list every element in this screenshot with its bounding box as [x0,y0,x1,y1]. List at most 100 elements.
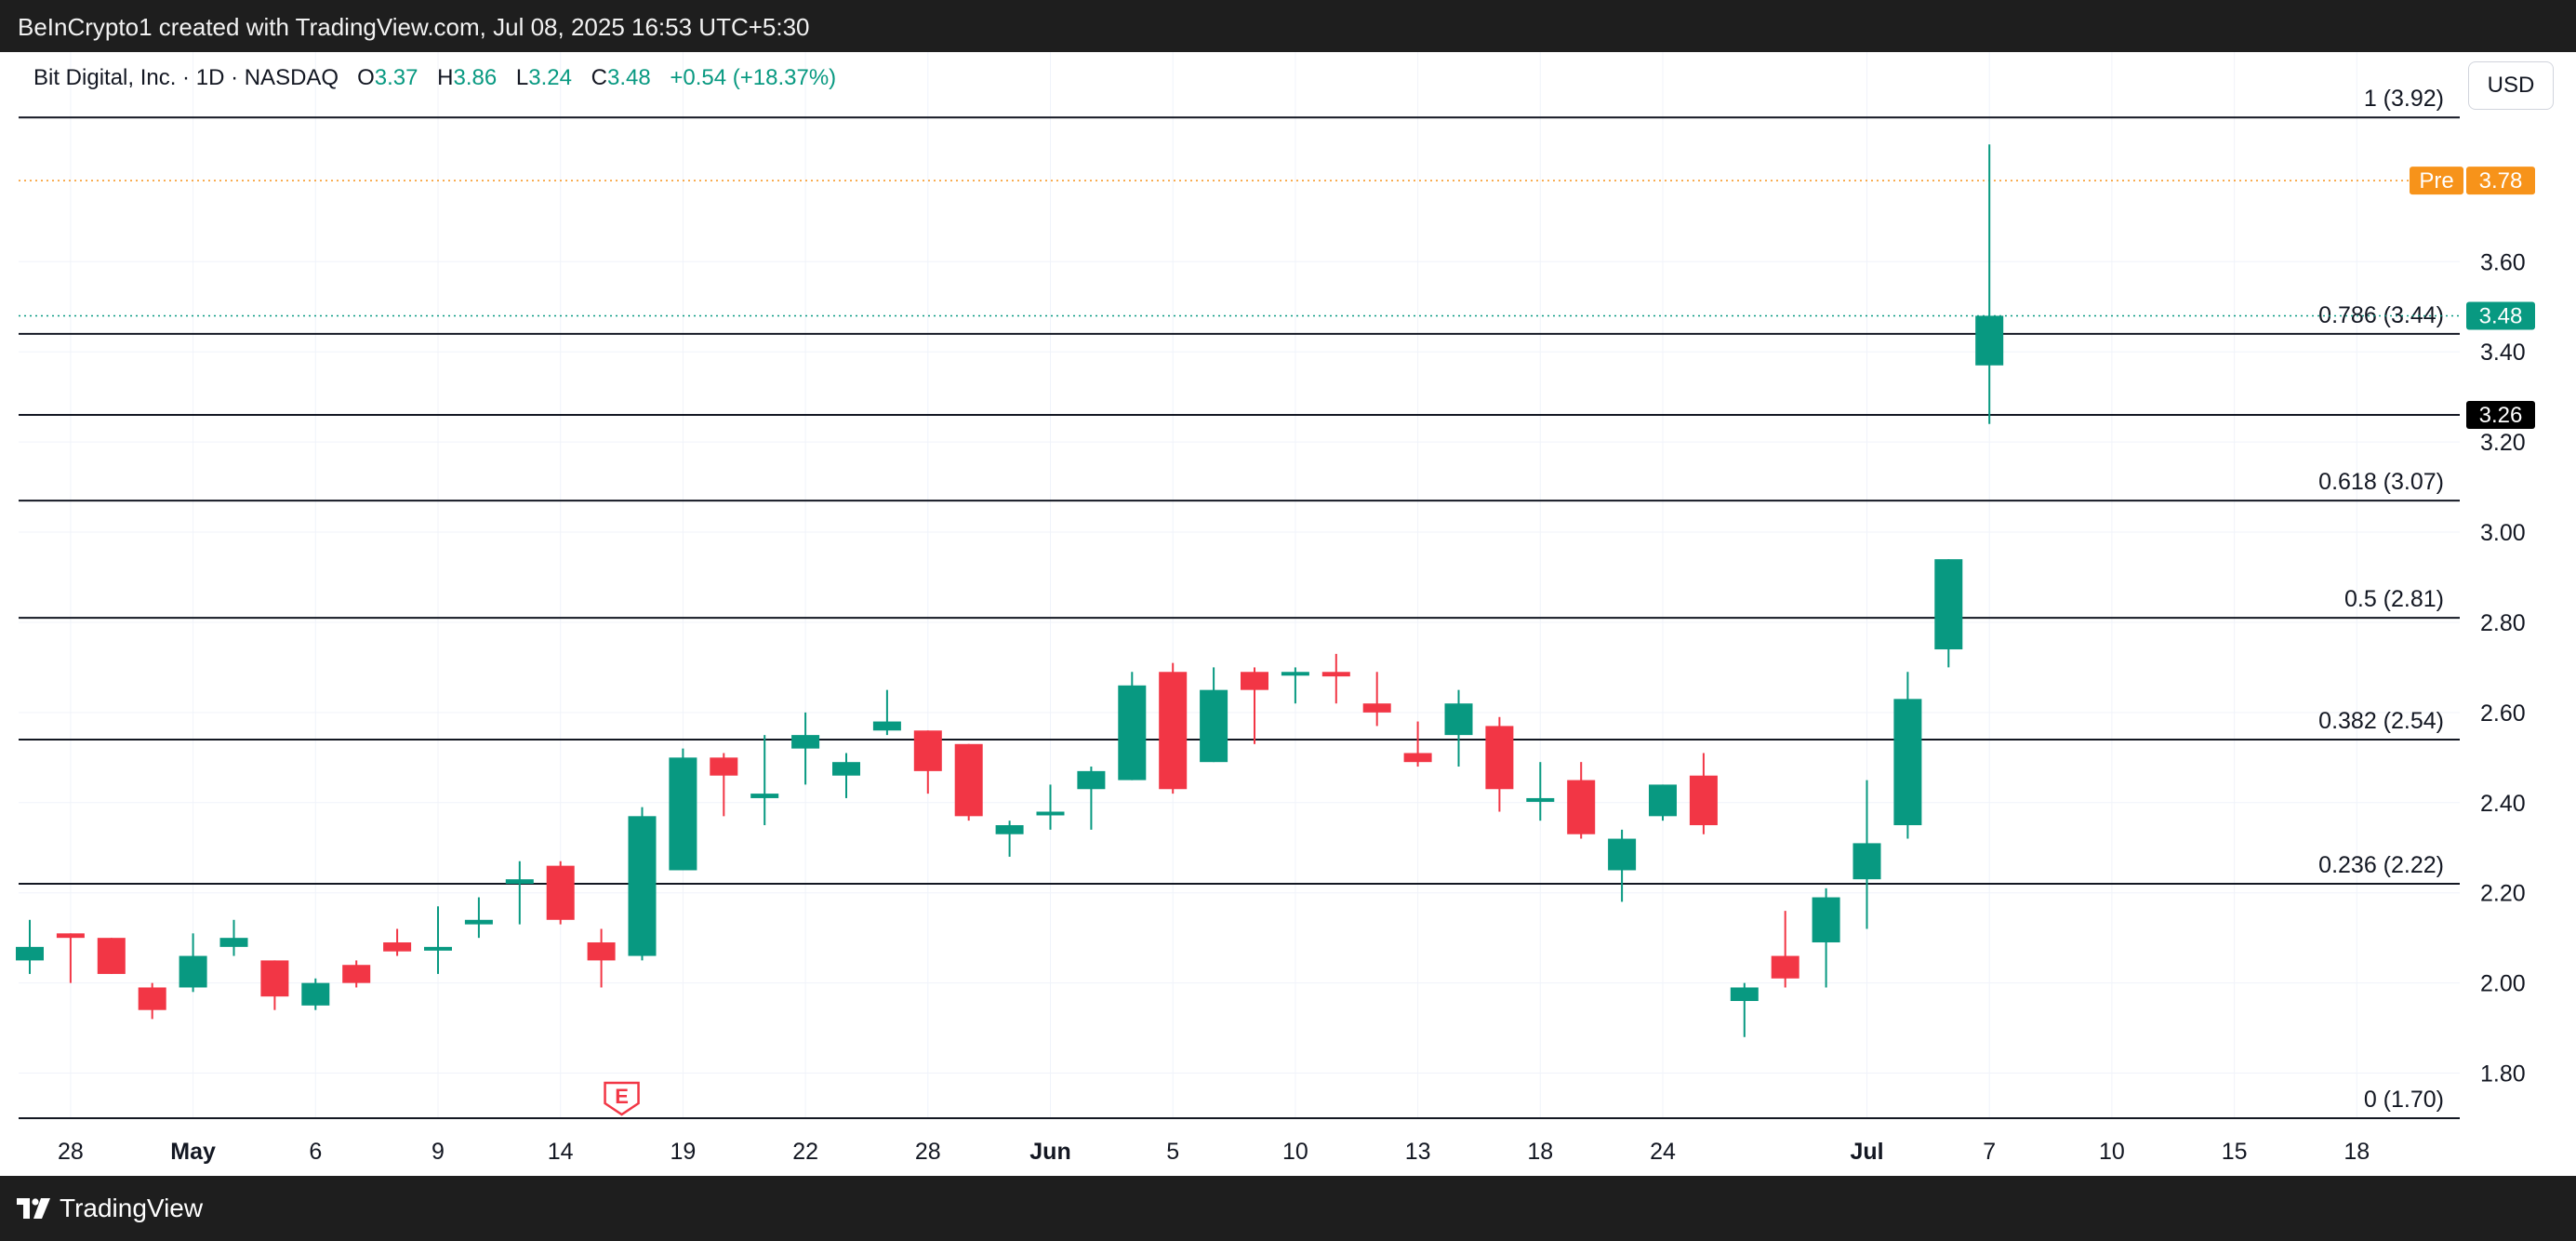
y-tick-label: 3.60 [2480,249,2526,275]
premarket-badge [2410,167,2463,195]
symbol-legend: Bit Digital, Inc. · 1D · NASDAQ O3.37 H3… [33,65,836,91]
candle-body[interactable] [424,946,452,951]
footer-bar: TradingView [0,1176,2576,1241]
candle-body[interactable] [464,919,493,925]
candle-body[interactable] [750,794,779,798]
chart-panel[interactable]: 1 (3.92) 0.786 (3.44) 0.618 (3.07) 0.5 (2.8… [0,52,2576,1176]
candle-body[interactable] [1934,559,1963,650]
x-tick-label: 19 [670,1139,696,1165]
x-tick-label: Jun [1029,1139,1070,1165]
candle-body[interactable] [913,730,942,771]
candle-body[interactable] [669,757,697,871]
candle-body[interactable] [1730,987,1759,1002]
candle-body[interactable] [1241,672,1268,690]
candle-body[interactable] [97,938,126,974]
x-tick-label: 9 [432,1139,445,1165]
candle-body[interactable] [1077,770,1106,790]
candle-body[interactable] [1852,843,1881,880]
candle-body[interactable] [1771,955,1799,979]
top-bar: BeInCrypto1 created with TradingView.com… [0,0,2576,52]
candle-body[interactable] [954,743,983,817]
fib-level-label: 0.618 (3.07) [2318,469,2444,495]
fib-level-label: 0.5 (2.81) [2344,586,2444,612]
candle-body[interactable] [1689,775,1718,826]
tradingview-logo[interactable]: TradingView [17,1193,203,1224]
candle-body[interactable] [587,942,616,961]
earnings-marker-label: E [615,1085,629,1108]
candle-body[interactable] [1485,726,1514,790]
candle-body[interactable] [872,721,901,731]
symbol-title: Bit Digital, Inc. · 1D · NASDAQ [33,65,339,90]
candle-body[interactable] [546,865,575,920]
x-tick-label: 18 [1527,1139,1553,1165]
candle-body[interactable] [219,938,248,947]
candle-body[interactable] [301,982,330,1006]
open-label: O [357,65,375,90]
candle-body[interactable] [791,735,820,749]
candle-body[interactable] [1608,838,1637,871]
y-tick-label: 3.40 [2480,340,2526,366]
premarket-badge-label: Pre [2419,168,2453,193]
y-tick-label: 1.80 [2480,1061,2526,1088]
x-tick-label: 13 [1405,1139,1431,1165]
candle-body[interactable] [1036,811,1065,816]
candle-body[interactable] [1444,703,1473,736]
x-tick-label: 7 [1983,1139,1996,1165]
fib-level-label: 0 (1.70) [2364,1087,2444,1113]
candle-body[interactable] [1321,672,1350,677]
candlestick-chart[interactable]: 1 (3.92) 0.786 (3.44) 0.618 (3.07) 0.5 (2.8… [0,52,2576,1176]
premarket-price: 3.78 [2479,168,2523,193]
y-tick-label: 2.80 [2480,610,2526,636]
candle-body[interactable] [1362,703,1391,713]
low-label: L [515,65,529,90]
candle-body[interactable] [1975,315,2004,366]
candle-body[interactable] [138,987,166,1010]
tradingview-logo-icon [17,1198,50,1219]
close-label: C [591,65,607,90]
candle-body[interactable] [342,965,371,983]
x-tick-label: 22 [792,1139,818,1165]
x-tick-label: Jul [1850,1139,1883,1165]
y-tick-label: 2.00 [2480,971,2526,997]
premarket-price-badge [2466,167,2535,195]
support-line-badge [2466,401,2535,430]
y-tick-label: 3.00 [2480,520,2526,546]
x-tick-label: 6 [309,1139,322,1165]
candle-body[interactable] [260,960,289,997]
candle-body[interactable] [1200,689,1228,763]
currency-button[interactable]: USD [2468,61,2554,110]
x-tick-label: 15 [2222,1139,2248,1165]
candle-body[interactable] [995,825,1024,834]
candle-body[interactable] [1526,797,1555,802]
candle-body[interactable] [383,942,412,952]
candle-body[interactable] [832,762,860,776]
fib-level-label: 0.236 (2.22) [2318,852,2444,878]
high-value: 3.86 [453,65,498,90]
candle-body[interactable] [505,879,534,885]
candle-body[interactable] [1159,672,1188,790]
candle-body[interactable] [179,955,207,988]
high-label: H [437,65,454,90]
x-tick-label: 28 [58,1139,84,1165]
change-value: +0.54 (+18.37%) [670,65,837,90]
candle-body[interactable] [1281,672,1309,676]
low-value: 3.24 [528,65,572,90]
y-tick-label: 3.20 [2480,430,2526,456]
x-tick-label: 14 [548,1139,574,1165]
x-tick-label: 5 [1166,1139,1179,1165]
candle-body[interactable] [1118,685,1147,781]
candle-body[interactable] [1893,699,1922,826]
candle-body[interactable] [1812,897,1840,943]
candle-body[interactable] [710,757,738,776]
candle-body[interactable] [56,933,85,939]
candle-body[interactable] [1403,753,1432,763]
candle-body[interactable] [16,946,44,961]
earnings-marker[interactable] [604,1081,640,1116]
candle-body[interactable] [1649,784,1677,817]
candle-body[interactable] [628,816,657,956]
x-tick-label: 24 [1650,1139,1676,1165]
y-tick-label: 2.20 [2480,881,2526,907]
y-tick-label: 2.40 [2480,791,2526,817]
candle-body[interactable] [1567,780,1596,834]
fib-level-label: 1 (3.92) [2364,86,2444,112]
